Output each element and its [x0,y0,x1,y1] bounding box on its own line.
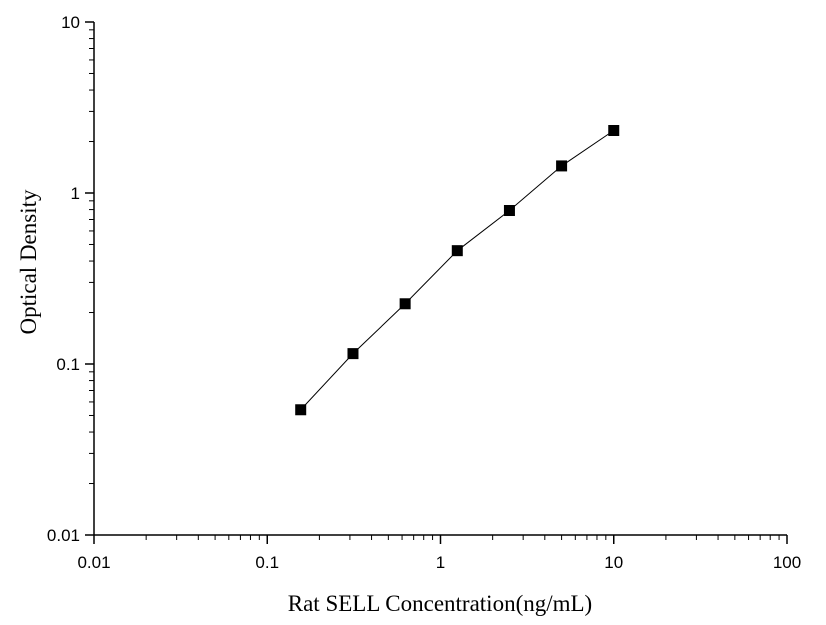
data-point-marker [399,298,411,310]
data-point-marker [451,245,463,257]
data-point-marker [295,404,307,416]
y-tick-label: 0.01 [47,526,80,545]
axes: 0.01 0.1 1 10 100 0.01 0.1 1 10 [47,13,801,572]
series-line [300,130,615,411]
y-tick-label: 1 [71,184,80,203]
data-point-marker [347,348,359,360]
x-tick-label: 10 [604,553,623,572]
x-axis-title: Rat SELL Concentration(ng/mL) [288,591,592,616]
data-point-marker [608,125,620,137]
series-layer [295,125,620,416]
y-axis-title: Optical Density [16,189,41,334]
y-tick-label: 0.1 [56,355,80,374]
data-point-marker [503,205,515,217]
y-tick-label: 10 [61,13,80,32]
x-tick-label: 0.1 [255,553,279,572]
x-tick-label: 100 [773,553,801,572]
x-tick-label: 0.01 [77,553,110,572]
x-tick-label: 1 [436,553,445,572]
data-point-marker [556,160,568,172]
